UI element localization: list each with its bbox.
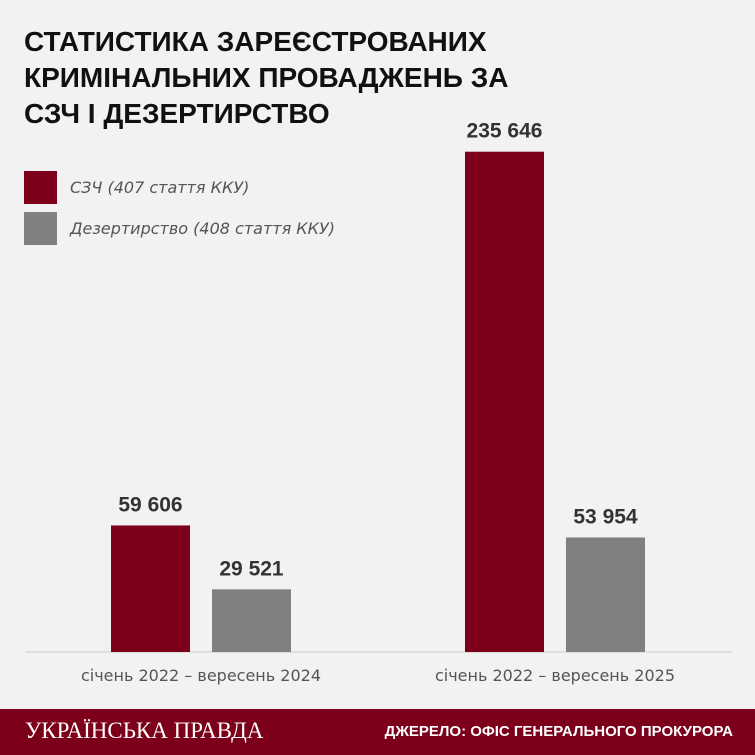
x-tick-label: січень 2022 – вересень 2024 (81, 666, 321, 685)
bar (111, 525, 190, 652)
legend-swatch (24, 171, 57, 204)
bar (566, 537, 645, 652)
logo: УКРАЇНСЬКА ПРАВДА (25, 718, 264, 743)
data-label: 235 646 (467, 120, 543, 143)
legend-label: Дезертирство (408 стаття ККУ) (70, 219, 335, 238)
source: ДЖЕРЕЛО: ОФІС ГЕНЕРАЛЬНОГО ПРОКУРОРА (384, 723, 733, 740)
footer: УКРАЇНСЬКА ПРАВДА ДЖЕРЕЛО: ОФІС ГЕНЕРАЛЬ… (0, 709, 755, 755)
data-label: 29 521 (219, 557, 284, 580)
chart-title: СТАТИСТИКА ЗАРЕЄСТРОВАНИХ КРИМІНАЛЬНИХ П… (24, 26, 509, 129)
x-tick-label: січень 2022 – вересень 2025 (435, 666, 675, 685)
bar (212, 589, 291, 652)
data-label: 53 954 (573, 505, 638, 528)
bar-chart: 59 606 29 521 січень 2022 – вересень 2024 2… (25, 120, 732, 685)
legend-swatch (24, 212, 57, 245)
legend-label: СЗЧ (407 стаття ККУ) (70, 178, 250, 197)
legend-item-desertion: Дезертирство (408 стаття ККУ) (24, 212, 335, 245)
bar (465, 151, 544, 652)
data-label: 59 606 (118, 493, 182, 516)
legend-item-szch: СЗЧ (407 стаття ККУ) (24, 171, 249, 204)
